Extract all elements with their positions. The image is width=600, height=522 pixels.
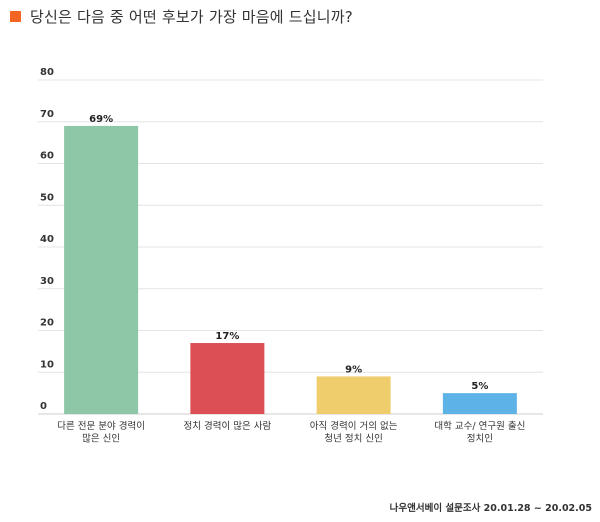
chart-header: 당신은 다음 중 어떤 후보가 가장 마음에 드십니까? (10, 6, 353, 26)
x-tick-label: 많은 신인 (82, 434, 120, 445)
x-tick-label: 대학 교수/ 연구원 출신 (434, 421, 525, 432)
chart-title: 당신은 다음 중 어떤 후보가 가장 마음에 드십니까? (30, 7, 353, 26)
bar-value-label: 9% (345, 364, 362, 375)
bar-value-label: 17% (215, 331, 239, 342)
title-bullet (10, 10, 21, 22)
bar (64, 125, 139, 415)
x-tick-label: 다른 전문 분야 경력이 (57, 420, 145, 432)
bar-value-label: 5% (471, 381, 488, 392)
y-tick-label: 80 (40, 67, 54, 78)
y-tick-label: 40 (40, 234, 54, 245)
y-tick-label: 70 (40, 109, 54, 120)
bar (190, 343, 265, 414)
bar (442, 393, 517, 414)
x-tick-label: 아직 경력이 거의 없는 (310, 420, 398, 432)
y-tick-label: 10 (40, 359, 54, 370)
y-tick-label: 50 (40, 192, 54, 203)
x-tick-label: 정치인 (467, 433, 493, 445)
bar-value-label: 69% (89, 114, 113, 125)
bar (316, 376, 391, 414)
y-tick-label: 0 (40, 401, 47, 412)
x-tick-label: 청년 정치 신인 (324, 433, 382, 445)
y-tick-label: 20 (40, 318, 54, 329)
y-tick-label: 30 (40, 276, 54, 287)
x-tick-label: 정치 경력이 많은 사람 (184, 420, 272, 432)
source-note: 나우앤서베이 설문조사 20.01.28 ~ 20.02.05 (389, 503, 592, 514)
y-tick-label: 60 (40, 151, 54, 162)
